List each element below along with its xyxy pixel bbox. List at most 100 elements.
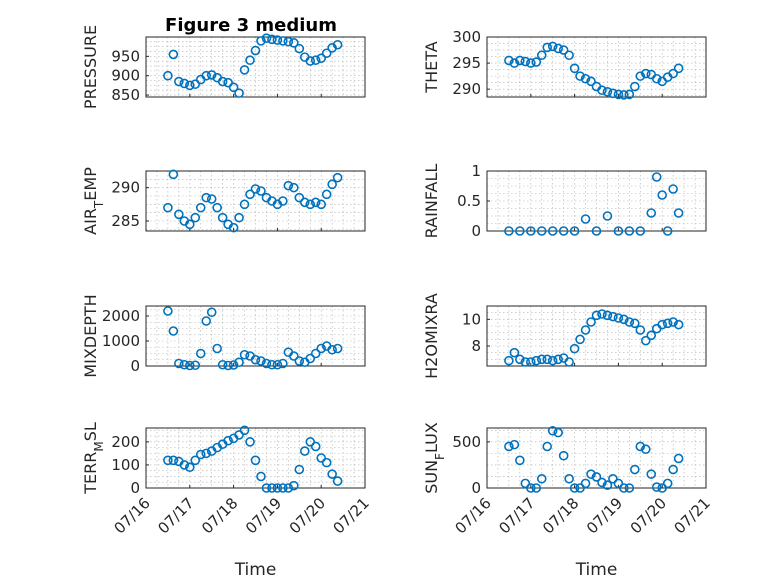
data-point: [619, 90, 629, 100]
data-point: [602, 211, 613, 221]
data-point: [261, 33, 272, 43]
data-point: [228, 82, 239, 93]
data-point: [299, 197, 310, 208]
data-point: [256, 356, 266, 366]
data-point: [163, 202, 173, 213]
data-point: [305, 56, 316, 66]
x-tick-label: 07/19: [583, 494, 626, 537]
data-point: [294, 356, 305, 366]
data-point: [278, 483, 288, 493]
y-tick-label: 1000: [102, 332, 140, 350]
data-point: [272, 35, 283, 45]
data-point: [174, 209, 184, 220]
data-point: [591, 310, 602, 321]
data-point: [212, 202, 222, 213]
data-point: [212, 343, 222, 354]
data-point: [201, 316, 212, 326]
data-point: [640, 444, 651, 455]
data-point: [201, 192, 212, 203]
data-point: [553, 427, 563, 438]
data-point: [509, 347, 520, 358]
data-point: [321, 457, 332, 468]
data-point: [278, 36, 288, 46]
data-point: [651, 73, 662, 84]
data-point: [575, 483, 585, 493]
data-point: [580, 325, 591, 335]
data-point: [580, 214, 591, 224]
data-point: [261, 358, 272, 369]
data-point: [174, 358, 184, 369]
subplot-sun-flux: 0 500 07/16 07/17 07/18 07/19 07/20 07/21 SUNFLU…: [422, 422, 714, 580]
data-point: [261, 483, 272, 493]
data-point: [504, 441, 514, 452]
y-axis-label: RAINFALL: [422, 164, 441, 239]
data-point: [547, 226, 558, 236]
y-tick-label: 8: [471, 337, 481, 355]
axes-box: [486, 427, 707, 489]
subplot-h2omixra: 8 10 H2OMIXRA: [422, 293, 707, 379]
data-point: [668, 317, 678, 327]
x-tick-label: 07/16: [111, 494, 154, 537]
data-point: [608, 311, 618, 322]
data-point: [635, 441, 646, 452]
data-point: [316, 343, 327, 354]
axes-box: [145, 36, 366, 98]
y-tick-label: 100: [111, 456, 140, 474]
data-point: [289, 480, 299, 491]
data-point: [217, 359, 228, 370]
x-tick-label: 07/20: [286, 494, 329, 537]
y-tick-label: 200: [111, 433, 140, 451]
x-tick-label: 07/16: [452, 494, 495, 537]
data-point: [168, 169, 179, 180]
data-point: [316, 453, 327, 463]
x-axis-label: Time: [234, 560, 277, 580]
data-point: [646, 208, 657, 218]
data-point: [608, 88, 618, 99]
y-tick-label: 850: [111, 86, 140, 104]
data-point: [542, 42, 553, 53]
data-point: [190, 360, 201, 371]
data-point: [520, 478, 531, 489]
data-point: [195, 449, 206, 460]
y-axis-label: AIRTEMP: [81, 167, 106, 235]
data-point: [569, 226, 580, 236]
data-point: [305, 199, 316, 210]
data-point: [673, 63, 684, 74]
data-point: [289, 351, 299, 361]
data-point: [299, 446, 310, 456]
data-point: [267, 34, 277, 45]
data-point: [651, 482, 662, 492]
data-point: [575, 71, 585, 81]
data-point: [278, 196, 288, 206]
data-point: [608, 473, 618, 484]
data-point: [245, 189, 255, 200]
data-point: [256, 36, 266, 46]
data-point: [597, 477, 607, 488]
data-point: [569, 63, 580, 74]
data-point: [515, 55, 525, 66]
data-point: [223, 360, 233, 371]
data-point: [327, 179, 337, 190]
y-axis-label: PRESSURE: [81, 25, 100, 109]
data-point: [668, 68, 678, 79]
data-point: [504, 226, 514, 236]
y-tick-label: 0: [130, 357, 140, 375]
data-point: [662, 226, 673, 236]
data-point: [321, 189, 332, 200]
y-tick-label: 0.5: [457, 192, 481, 210]
data-point: [190, 455, 201, 466]
y-tick-label: 0: [471, 479, 481, 497]
data-point: [190, 212, 201, 223]
data-point: [504, 355, 514, 366]
y-tick-label: 2000: [102, 307, 140, 325]
data-point: [586, 469, 596, 479]
series-markers: [504, 172, 684, 236]
data-point: [520, 357, 531, 367]
data-point: [586, 76, 596, 87]
data-point: [547, 355, 558, 366]
data-point: [547, 41, 558, 52]
data-point: [553, 43, 563, 54]
data-point: [195, 202, 206, 213]
data-point: [190, 79, 201, 90]
y-axis-label: MIXDEPTH: [81, 294, 100, 377]
